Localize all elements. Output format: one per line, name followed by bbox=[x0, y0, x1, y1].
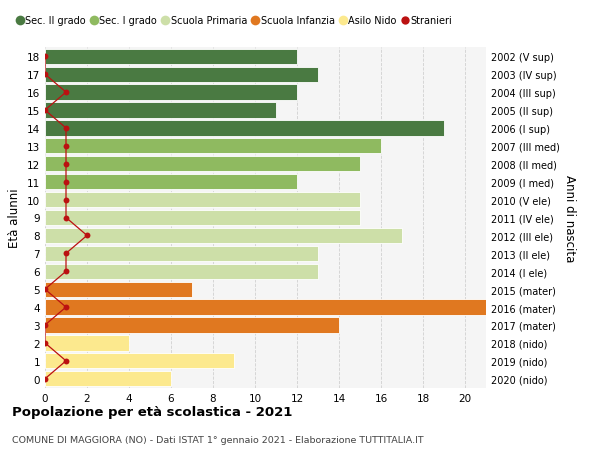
Bar bbox=[45, 282, 192, 297]
Bar bbox=[45, 193, 360, 208]
Legend: Sec. II grado, Sec. I grado, Scuola Primaria, Scuola Infanzia, Asilo Nido, Stran: Sec. II grado, Sec. I grado, Scuola Prim… bbox=[13, 12, 456, 30]
Bar bbox=[45, 67, 318, 83]
Y-axis label: Età alunni: Età alunni bbox=[8, 188, 22, 248]
Point bbox=[61, 214, 71, 222]
Point bbox=[61, 179, 71, 186]
Bar bbox=[45, 157, 360, 172]
Point bbox=[61, 125, 71, 132]
Bar bbox=[45, 300, 486, 315]
Y-axis label: Anni di nascita: Anni di nascita bbox=[563, 174, 577, 262]
Text: Popolazione per età scolastica - 2021: Popolazione per età scolastica - 2021 bbox=[12, 405, 292, 419]
Point bbox=[40, 322, 50, 329]
Point bbox=[40, 340, 50, 347]
Point bbox=[61, 304, 71, 311]
Point bbox=[40, 53, 50, 61]
Point bbox=[82, 232, 92, 240]
Point bbox=[61, 196, 71, 204]
Bar bbox=[45, 264, 318, 279]
Point bbox=[61, 161, 71, 168]
Point bbox=[61, 358, 71, 365]
Bar bbox=[45, 246, 318, 261]
Bar bbox=[45, 336, 129, 351]
Bar bbox=[45, 353, 234, 369]
Bar bbox=[45, 103, 276, 118]
Text: COMUNE DI MAGGIORA (NO) - Dati ISTAT 1° gennaio 2021 - Elaborazione TUTTITALIA.I: COMUNE DI MAGGIORA (NO) - Dati ISTAT 1° … bbox=[12, 435, 424, 443]
Bar bbox=[45, 318, 339, 333]
Point bbox=[40, 71, 50, 78]
Point bbox=[40, 375, 50, 383]
Bar bbox=[45, 228, 402, 243]
Point bbox=[40, 286, 50, 293]
Point bbox=[40, 107, 50, 114]
Bar bbox=[45, 371, 171, 386]
Bar bbox=[45, 139, 381, 154]
Point bbox=[61, 250, 71, 257]
Bar bbox=[45, 210, 360, 226]
Point bbox=[61, 268, 71, 275]
Bar bbox=[45, 50, 297, 65]
Bar bbox=[45, 85, 297, 101]
Bar bbox=[45, 175, 297, 190]
Point bbox=[61, 143, 71, 150]
Bar bbox=[45, 121, 444, 136]
Point bbox=[61, 89, 71, 96]
